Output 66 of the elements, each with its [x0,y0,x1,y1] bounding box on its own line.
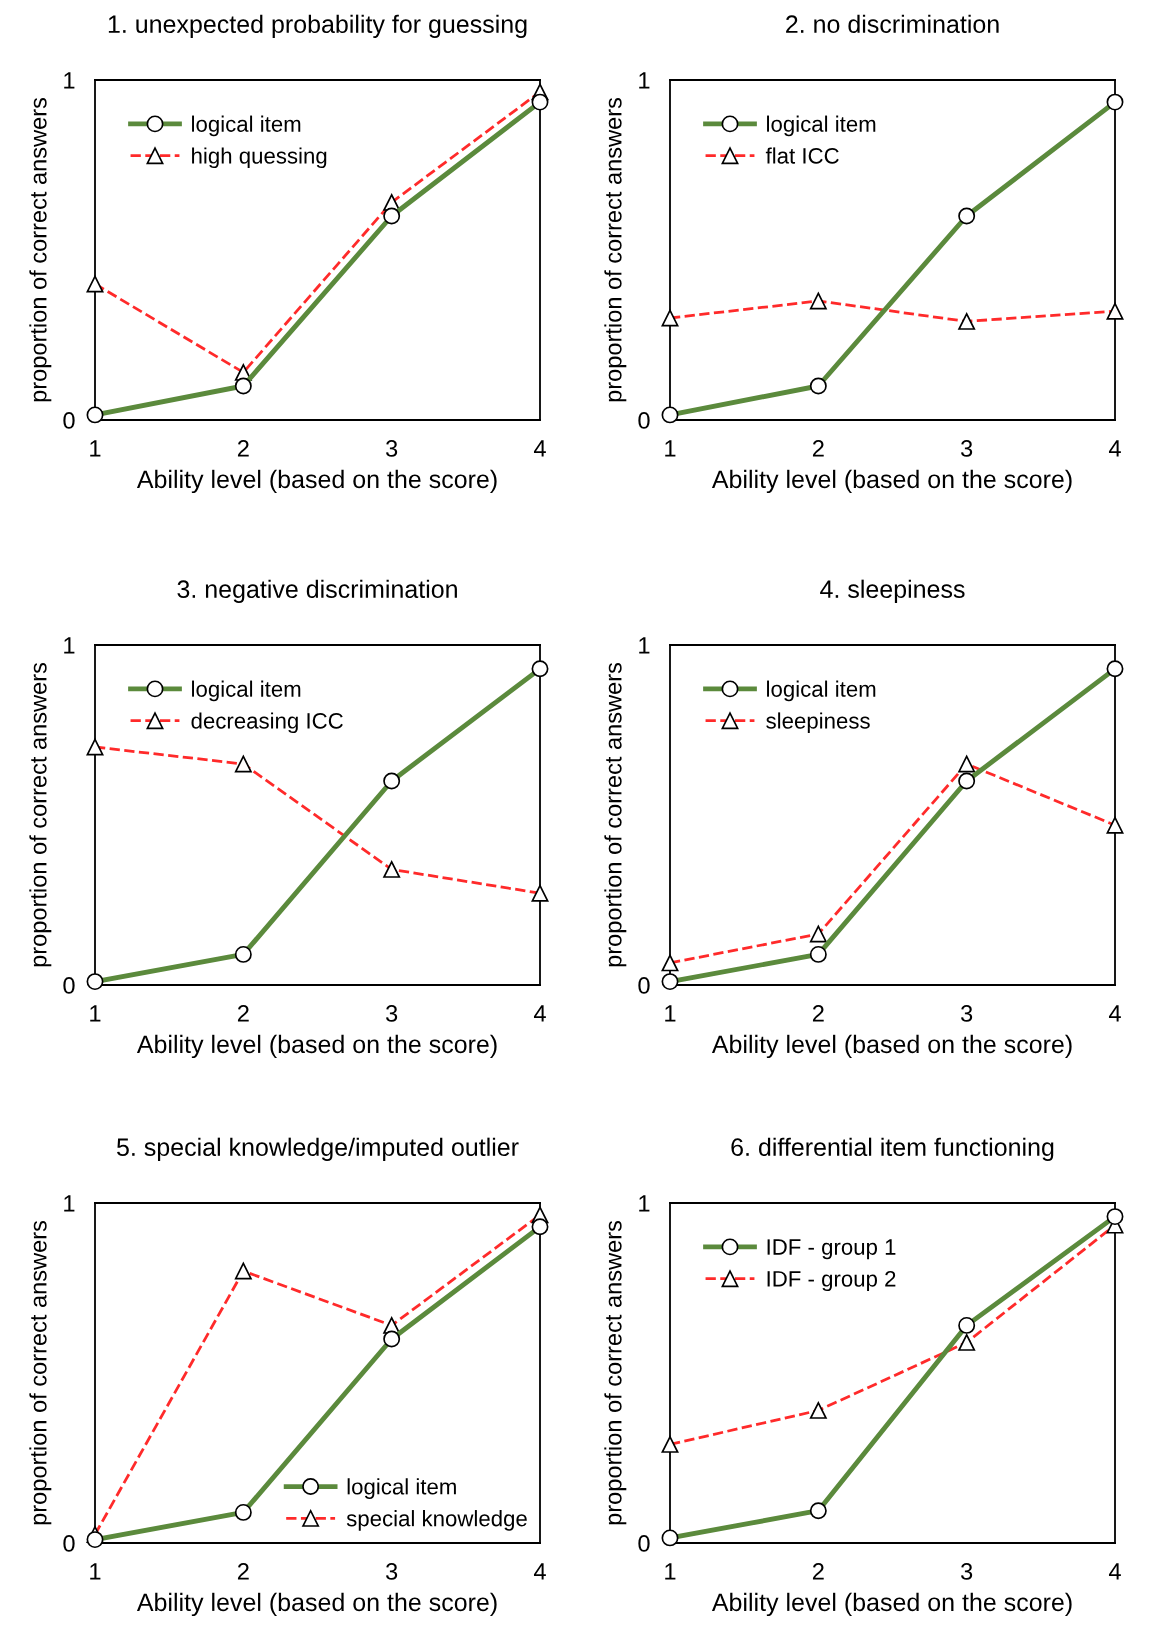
legend-label: flat ICC [765,147,839,164]
x-tick-label: 2 [812,440,824,457]
chart-title: 6. differential item functioning [731,1137,1054,1161]
legend-label: logical item [192,115,301,137]
chart-title: 2. no discrimination [786,14,999,34]
legend-label: decreasing ICC [191,712,343,734]
x-tick-label: 4 [533,1005,546,1022]
x-tick-label: 1 [90,1005,101,1022]
x-tick-label: 2 [237,1005,249,1022]
legend-label: IDF - group 2 [767,1270,896,1292]
y-tick-label: 0 [63,1535,75,1552]
y-axis-title: proportion of correct answers [29,97,52,402]
x-tick-label: 3 [961,1005,973,1022]
y-tick-label: 0 [63,412,75,429]
legend-label: logical item [192,680,301,702]
x-tick-label: 4 [533,440,546,457]
x-tick-label: 4 [1108,440,1121,457]
x-tick-label: 3 [386,1563,398,1580]
y-tick-label: 1 [639,1195,650,1212]
y-tick-label: 0 [638,977,650,994]
x-tick-label: 2 [812,1005,824,1022]
y-axis-title: proportion of correct answers [29,662,52,967]
x-axis-title: Ability level (based on the score) [136,1592,497,1617]
y-tick-label: 1 [64,1195,75,1212]
x-tick-label: 1 [90,1563,101,1580]
y-axis-title: proportion of correct answers [604,97,627,402]
legend-label: logical item [767,680,876,702]
legend-label: high quessing [192,147,327,169]
x-axis-title: Ability level (based on the score) [136,1034,497,1059]
legend-label: special knowledge [346,1510,527,1531]
legend-label: logical item [347,1478,456,1499]
chart-title: 3. negative discrimination [177,579,457,603]
y-tick-label: 1 [64,637,75,654]
chart-title: 5. special knowledge/imputed outlier [117,1137,519,1161]
y-axis-title: proportion of correct answers [29,1220,52,1525]
x-axis-title: Ability level (based on the score) [711,469,1072,494]
y-axis-title: proportion of correct answers [604,662,627,967]
x-axis-title: Ability level (based on the score) [711,1034,1072,1059]
y-axis-title: proportion of correct answers [604,1220,627,1525]
y-tick-label: 0 [638,1535,650,1552]
x-tick-label: 3 [961,440,973,457]
x-tick-label: 1 [665,440,676,457]
x-axis-title: Ability level (based on the score) [711,1592,1072,1617]
x-tick-label: 3 [386,440,398,457]
x-tick-label: 2 [237,1563,249,1580]
legend-label: IDF - group 1 [767,1239,896,1260]
legend-label: sleepiness [766,712,870,734]
x-tick-label: 1 [665,1005,676,1022]
y-tick-label: 1 [639,637,650,654]
x-tick-label: 4 [1108,1005,1121,1022]
x-tick-label: 3 [386,1005,398,1022]
x-tick-label: 4 [1108,1563,1121,1580]
x-tick-label: 4 [533,1563,546,1580]
x-tick-label: 1 [665,1563,676,1580]
x-tick-label: 2 [237,440,249,457]
x-tick-label: 1 [90,440,101,457]
x-tick-label: 3 [961,1563,973,1580]
chart-title: 1. unexpected probability for guessing [108,14,527,38]
legend-label: logical item [767,115,876,137]
x-tick-label: 2 [812,1563,824,1580]
x-axis-title: Ability level (based on the score) [136,469,497,494]
y-tick-label: 1 [64,72,75,89]
chart-title: 4. sleepiness [820,579,965,603]
y-tick-label: 0 [638,412,650,429]
y-tick-label: 1 [639,72,650,89]
y-tick-label: 0 [63,977,75,994]
